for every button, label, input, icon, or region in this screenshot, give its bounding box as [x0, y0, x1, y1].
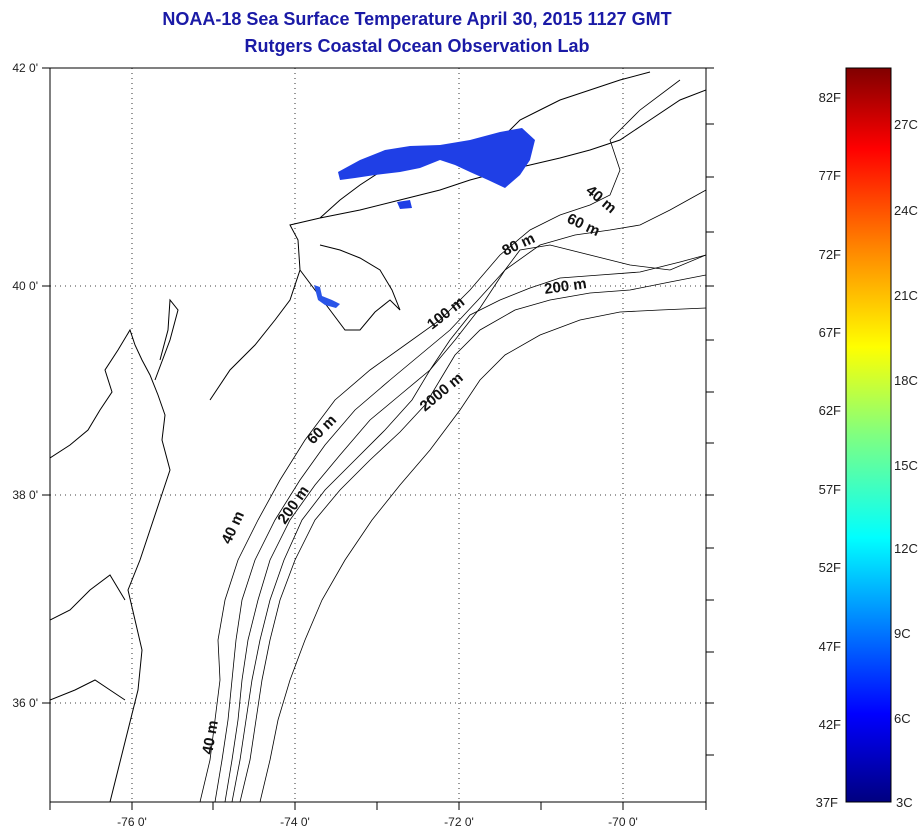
colorbar: [845, 67, 892, 803]
contour-100m: [231, 254, 706, 802]
colorbar-f-label: 52F: [819, 560, 841, 575]
colorbar-c-label: 15C: [894, 458, 918, 473]
lat-label: 38 0': [12, 488, 38, 502]
lat-label: 42 0': [12, 61, 38, 75]
contour-label: 200 m: [543, 275, 587, 298]
lon-label: -70 0': [608, 815, 638, 829]
colorbar-c-label: 21C: [894, 288, 918, 303]
colorbar-c-label: 12C: [894, 541, 918, 556]
colorbar-f-label: 62F: [819, 403, 841, 418]
colorbar-f-label: 37F: [816, 795, 838, 810]
map-title: NOAA-18 Sea Surface Temperature April 30…: [162, 9, 672, 29]
colorbar-f-labels: 82F 77F 72F 67F 62F 57F 52F 47F 42F 37F: [816, 90, 841, 810]
colorbar-f-label: 57F: [819, 482, 841, 497]
colorbar-f-label: 42F: [819, 717, 841, 732]
colorbar-f-label: 77F: [819, 168, 841, 183]
colorbar-f-label: 82F: [819, 90, 841, 105]
colorbar-c-label: 6C: [894, 711, 911, 726]
map-content: [50, 71, 706, 802]
contour-80m: [224, 244, 706, 802]
colorbar-f-label: 67F: [819, 325, 841, 340]
map-subtitle: Rutgers Coastal Ocean Observation Lab: [244, 36, 590, 56]
contour-2000m: [259, 307, 706, 802]
sst-patch-small-1: [397, 200, 412, 209]
sst-patch-long-island-sound: [338, 128, 535, 188]
contour-200m: [239, 274, 706, 802]
colorbar-f-label: 72F: [819, 247, 841, 262]
contour-label: 40 m: [199, 719, 222, 756]
colorbar-f-label: 47F: [819, 639, 841, 654]
lat-label: 36 0': [12, 696, 38, 710]
colorbar-c-labels: 27C 24C 21C 18C 15C 12C 9C 6C 3C: [894, 117, 918, 810]
contour-60m: [214, 189, 706, 802]
colorbar-c-label: 18C: [894, 373, 918, 388]
lon-label: -74 0': [280, 815, 310, 829]
longitude-labels: -76 0' -74 0' -72 0' -70 0': [117, 815, 638, 829]
contour-40m: [199, 79, 681, 802]
colorbar-c-label: 24C: [894, 203, 918, 218]
map-frame: [49, 67, 707, 803]
lon-label: -72 0': [444, 815, 474, 829]
colorbar-c-label: 3C: [896, 795, 913, 810]
latitude-labels: 42 0' 40 0' 38 0' 36 0': [12, 61, 38, 710]
sst-patch-small-2: [314, 285, 340, 308]
lon-label: -76 0': [117, 815, 147, 829]
map-ticks: [42, 67, 714, 810]
colorbar-c-label: 9C: [894, 626, 911, 641]
colorbar-c-label: 27C: [894, 117, 918, 132]
lat-label: 40 0': [12, 279, 38, 293]
